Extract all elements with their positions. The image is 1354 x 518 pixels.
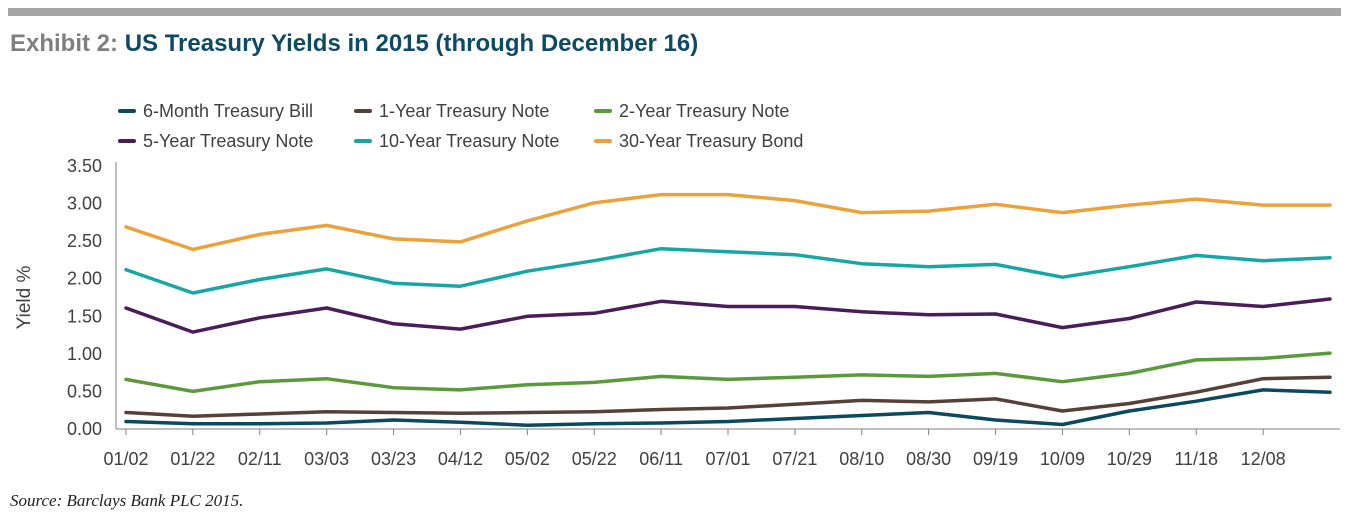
series-line	[124, 192, 1332, 252]
x-tick-label: 06/11	[639, 449, 683, 469]
series-line	[124, 351, 1332, 394]
series-line	[124, 375, 1332, 418]
legend-item: 10-Year Treasury Note	[354, 126, 594, 156]
y-tick-label: 0.50	[67, 381, 102, 401]
x-tick-label: 03/03	[304, 449, 349, 469]
legend-swatch	[594, 109, 612, 113]
legend-item: 6-Month Treasury Bill	[118, 96, 354, 126]
exhibit-label: Exhibit 2:	[10, 30, 119, 57]
legend-label: 6-Month Treasury Bill	[143, 100, 314, 121]
legend-item: 2-Year Treasury Note	[594, 96, 789, 126]
chart-title-text: US Treasury Yields in 2015 (through Dece…	[124, 30, 699, 57]
x-tick-label: 05/02	[505, 449, 550, 469]
x-tick-label: 10/09	[1040, 449, 1085, 469]
y-tick-label: 3.00	[67, 194, 102, 214]
series-line	[124, 246, 1332, 295]
legend: 6-Month Treasury Bill 1-Year Treasury No…	[118, 96, 803, 156]
legend-label: 5-Year Treasury Note	[143, 130, 314, 151]
legend-item: 30-Year Treasury Bond	[594, 126, 803, 156]
x-tick-label: 05/22	[572, 449, 617, 469]
x-tick-label: 02/11	[238, 449, 282, 469]
x-tick-label: 08/10	[839, 449, 884, 469]
top-rule	[8, 8, 1341, 16]
legend-label: 10-Year Treasury Note	[379, 130, 560, 151]
legend-swatch	[354, 109, 372, 113]
legend-swatch	[118, 139, 136, 143]
chart-title: Exhibit 2: US Treasury Yields in 2015 (t…	[10, 30, 698, 58]
legend-item: 5-Year Treasury Note	[118, 126, 354, 156]
x-tick-label: 04/12	[438, 449, 483, 469]
legend-item: 1-Year Treasury Note	[354, 96, 594, 126]
legend-label: 30-Year Treasury Bond	[619, 130, 804, 151]
x-tick-label: 07/01	[705, 449, 750, 469]
series-line	[124, 388, 1332, 427]
y-axis-label: Yield %	[14, 266, 35, 330]
y-tick-label: 2.00	[67, 269, 102, 289]
legend-swatch	[594, 139, 612, 143]
source-note: Source: Barclays Bank PLC 2015.	[10, 491, 244, 510]
y-tick-label: 1.50	[67, 306, 102, 326]
x-tick-label: 03/23	[371, 449, 416, 469]
x-tick-label: 01/02	[103, 449, 148, 469]
legend-swatch	[118, 109, 136, 113]
x-tick-label: 09/19	[973, 449, 1018, 469]
y-tick-label: 3.50	[67, 156, 102, 176]
legend-label: 2-Year Treasury Note	[619, 100, 790, 121]
y-tick-label: 0.00	[67, 419, 102, 439]
line-chart: 0.00 0.50 1.00 1.50 2.00 2.50 3.00 3.50 01/02 01/…	[14, 156, 1340, 469]
y-tick-label: 2.50	[67, 231, 102, 251]
legend-swatch	[354, 139, 372, 143]
y-tick-label: 1.00	[67, 344, 102, 364]
x-tick-label: 08/30	[906, 449, 951, 469]
legend-label: 1-Year Treasury Note	[379, 100, 550, 121]
x-tick-label: 07/21	[772, 449, 817, 469]
x-tick-label: 01/22	[170, 449, 215, 469]
x-tick-label: 12/08	[1241, 449, 1286, 469]
x-tick-label: 10/29	[1107, 449, 1152, 469]
series-line	[124, 297, 1332, 334]
x-tick-label: 11/18	[1174, 449, 1218, 469]
